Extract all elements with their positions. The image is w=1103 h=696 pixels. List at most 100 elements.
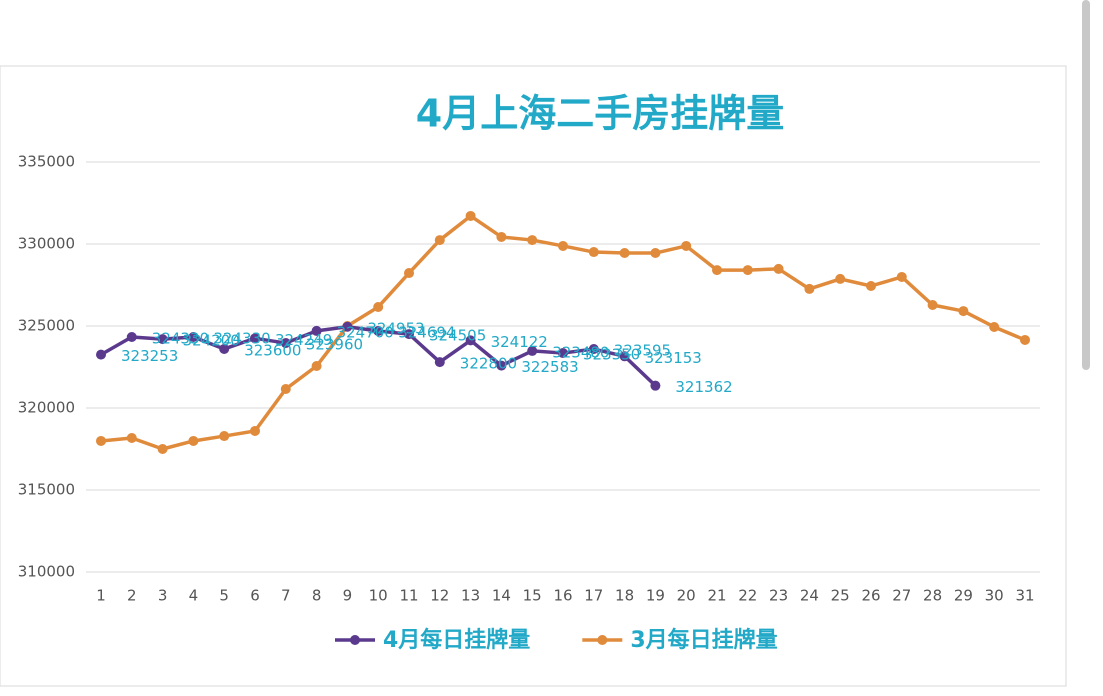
- point: [742, 265, 753, 276]
- point: [280, 383, 291, 394]
- data-label: 324694: [398, 324, 455, 342]
- x-tick-label: 24: [800, 587, 819, 605]
- point: [219, 343, 230, 354]
- scrollbar: [1082, 0, 1090, 370]
- point: [588, 247, 599, 258]
- x-tick-label: 13: [461, 587, 480, 605]
- x-tick-label: 30: [985, 587, 1004, 605]
- legend-marker: [597, 635, 608, 645]
- chart-title: 4月上海二手房挂牌量: [416, 92, 784, 136]
- x-tick-label: 22: [738, 587, 757, 605]
- point: [188, 331, 199, 342]
- point: [126, 331, 137, 342]
- point: [989, 321, 1000, 332]
- x-tick-label: 28: [923, 587, 942, 605]
- y-tick-label: 330000: [18, 235, 75, 253]
- point: [681, 240, 692, 251]
- x-tick-label: 5: [219, 587, 229, 605]
- x-tick-label: 15: [523, 587, 542, 605]
- point: [496, 231, 507, 242]
- x-tick-label: 6: [250, 587, 260, 605]
- x-tick-label: 2: [127, 587, 137, 605]
- point: [157, 334, 168, 345]
- data-label: 323253: [121, 347, 178, 365]
- data-label: 324953: [367, 319, 424, 337]
- data-label: 323600: [244, 341, 301, 359]
- data-label: 324200: [183, 332, 240, 350]
- point: [558, 240, 568, 251]
- x-tick-label: 27: [892, 587, 911, 605]
- x-tick-label: 3: [158, 587, 168, 605]
- x-tick-label: 8: [312, 587, 322, 605]
- point: [927, 300, 938, 311]
- x-tick-label: 10: [369, 587, 388, 605]
- point: [96, 435, 106, 446]
- y-tick-label: 320000: [18, 399, 75, 417]
- point: [465, 210, 476, 221]
- legend-label: 4月每日挂牌量: [383, 627, 530, 653]
- x-tick-label: 17: [584, 587, 603, 605]
- point: [373, 301, 384, 312]
- point: [896, 271, 907, 282]
- point: [434, 235, 445, 246]
- x-tick-label: 23: [769, 587, 788, 605]
- x-tick-label: 7: [281, 587, 291, 605]
- data-label: 324330: [152, 329, 209, 347]
- legend: 4月每日挂牌量 3月每日挂牌量: [335, 627, 778, 653]
- point: [588, 344, 599, 355]
- point: [434, 357, 445, 368]
- point: [835, 273, 846, 284]
- point: [404, 329, 414, 340]
- data-label: 323595: [614, 342, 671, 360]
- data-label: 323960: [306, 336, 363, 354]
- data-label: 322583: [521, 358, 578, 376]
- y-tick-label: 335000: [18, 153, 75, 171]
- data-label: 324330: [213, 329, 270, 347]
- x-tick-label: 14: [492, 587, 511, 605]
- y-tick-label: 325000: [18, 317, 75, 335]
- x-tick-label: 4: [189, 587, 199, 605]
- point: [404, 268, 414, 279]
- point: [250, 425, 260, 436]
- point: [465, 335, 476, 346]
- legend-marker: [350, 635, 360, 645]
- x-tick-label: 18: [615, 587, 634, 605]
- point: [527, 345, 538, 356]
- x-tick-label: 12: [430, 587, 449, 605]
- data-label: 324505: [429, 327, 486, 345]
- x-tick-label: 29: [954, 587, 973, 605]
- point: [773, 263, 784, 274]
- data-label: 323350: [583, 346, 640, 364]
- data-label: 323153: [645, 349, 702, 367]
- point: [558, 348, 568, 359]
- data-label: 324122: [491, 333, 548, 351]
- point: [373, 326, 384, 337]
- x-tick-label: 11: [399, 587, 418, 605]
- point: [311, 361, 322, 372]
- data-label: 321362: [675, 378, 732, 396]
- point: [619, 248, 630, 259]
- point: [342, 321, 353, 332]
- point: [650, 380, 661, 391]
- data-label: 322800: [460, 355, 517, 373]
- point: [96, 349, 106, 360]
- x-tick-label: 1: [96, 587, 106, 605]
- point: [1020, 334, 1030, 345]
- point: [866, 280, 876, 291]
- point: [188, 435, 199, 446]
- y-tick-label: 315000: [18, 481, 75, 499]
- point: [958, 306, 969, 317]
- x-tick-label: 25: [831, 587, 850, 605]
- point: [527, 235, 538, 246]
- point: [219, 431, 230, 442]
- point: [619, 351, 630, 362]
- point: [250, 333, 260, 344]
- point: [126, 433, 137, 444]
- x-tick-label: 19: [646, 587, 665, 605]
- x-tick-label: 9: [343, 587, 353, 605]
- x-tick-label: 20: [677, 587, 696, 605]
- point: [804, 283, 815, 294]
- y-tick-label: 310000: [18, 563, 75, 581]
- x-tick-label: 16: [553, 587, 572, 605]
